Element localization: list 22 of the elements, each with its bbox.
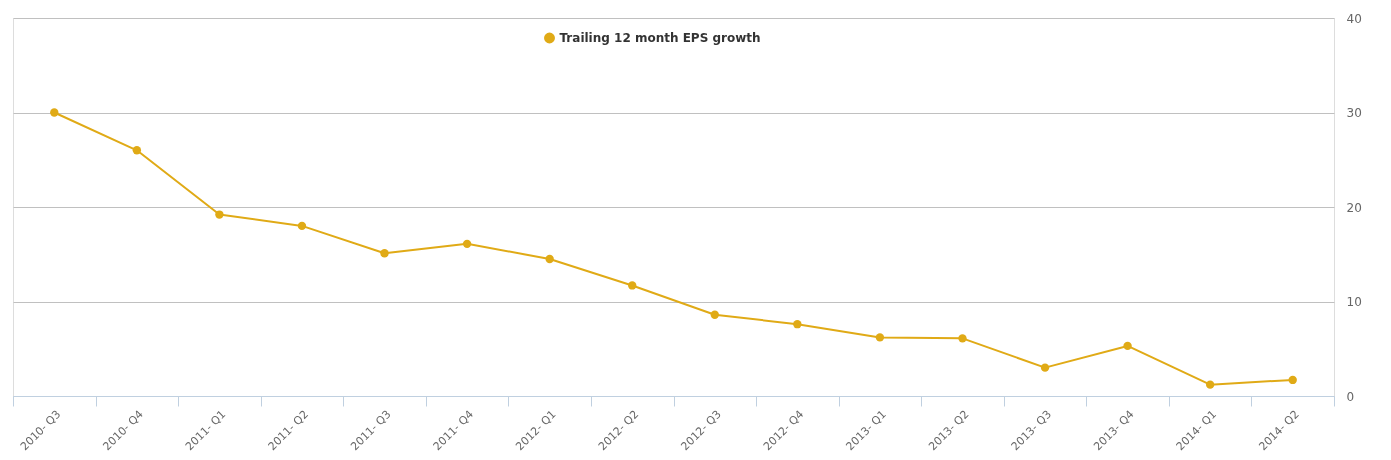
point bbox=[132, 146, 142, 155]
point bbox=[297, 221, 307, 231]
point bbox=[793, 320, 802, 329]
point bbox=[215, 210, 224, 219]
point bbox=[628, 281, 637, 290]
y-tick-label: 40 bbox=[1346, 11, 1362, 26]
point bbox=[958, 334, 967, 343]
point bbox=[1205, 380, 1215, 389]
point bbox=[710, 310, 719, 319]
y-tick-label: 0 bbox=[1346, 389, 1355, 404]
point bbox=[1288, 375, 1297, 385]
point bbox=[462, 239, 472, 249]
legend-label: Trailing 12 month EPS growth bbox=[559, 31, 761, 45]
point bbox=[545, 254, 554, 264]
point bbox=[1040, 363, 1050, 372]
point bbox=[1123, 341, 1132, 351]
y-tick-label: 30 bbox=[1346, 106, 1362, 120]
y-tick-label: 10 bbox=[1346, 295, 1362, 309]
point bbox=[380, 249, 389, 258]
point bbox=[50, 108, 59, 117]
y-tick-label: 20 bbox=[1346, 200, 1362, 215]
point bbox=[875, 333, 885, 342]
